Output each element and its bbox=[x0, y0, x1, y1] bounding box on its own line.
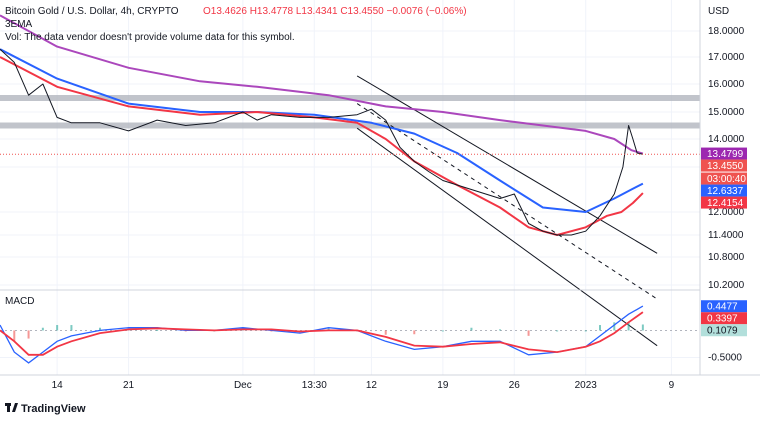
macd-histogram-bar bbox=[441, 330, 444, 332]
tradingview-wordmark: TradingView bbox=[21, 403, 86, 415]
macd-tick-label: -0.5000 bbox=[708, 352, 742, 363]
macd-histogram-bar bbox=[627, 322, 630, 331]
macd-histogram-bar bbox=[384, 330, 387, 335]
price-tick-label: 10.8000 bbox=[708, 252, 745, 263]
macd-histogram-bar bbox=[641, 324, 644, 331]
price-label-box bbox=[701, 196, 747, 209]
price-series bbox=[0, 14, 644, 236]
price-tick-label: 12.0000 bbox=[708, 207, 745, 218]
macd-label-box bbox=[701, 300, 747, 313]
macd-histogram-bar bbox=[499, 329, 501, 331]
channel-line-mid[interactable] bbox=[356, 103, 658, 300]
ema-line bbox=[0, 14, 644, 155]
indicator-label[interactable]: 3EMA bbox=[5, 19, 33, 30]
price-tick-label: 17.0000 bbox=[708, 52, 745, 63]
macd-histogram-bar bbox=[599, 325, 601, 331]
macd-histogram-bar bbox=[556, 330, 559, 332]
price-label-text: 12.4154 bbox=[707, 198, 744, 209]
macd-histogram-bar bbox=[41, 327, 44, 331]
macd-histogram-bar bbox=[527, 330, 530, 336]
price-grid bbox=[0, 0, 700, 375]
price-pane-background bbox=[0, 0, 700, 290]
time-tick-label: 13:30 bbox=[302, 380, 327, 391]
price-label-text: 12.6337 bbox=[707, 186, 744, 197]
macd-label-box bbox=[701, 324, 747, 337]
macd-histogram-bar bbox=[470, 327, 473, 331]
channel-line-lower[interactable] bbox=[356, 127, 658, 347]
macd-histogram-bar bbox=[70, 325, 73, 331]
macd-title[interactable]: MACD bbox=[5, 296, 34, 307]
price-label-box bbox=[701, 184, 747, 197]
price-line bbox=[0, 48, 644, 236]
time-tick-label: 21 bbox=[123, 380, 135, 391]
macd-histogram-bar bbox=[584, 330, 587, 332]
currency-label[interactable]: USD bbox=[708, 6, 729, 17]
price-tick-label: 10.2000 bbox=[708, 280, 745, 291]
resistance-bands bbox=[0, 95, 700, 129]
price-label-text: 13.4799 bbox=[707, 149, 744, 160]
price-label-box bbox=[701, 172, 747, 185]
macd-histogram-bar bbox=[99, 327, 101, 331]
price-tick-label: 16.0000 bbox=[708, 79, 745, 90]
volume-note: Vol: The data vendor doesn't provide vol… bbox=[5, 32, 295, 43]
tradingview-logo[interactable]: TradingView bbox=[5, 403, 86, 415]
price-tick-label: 11.4000 bbox=[708, 230, 744, 241]
ema-line bbox=[0, 48, 644, 213]
time-tick-label: 12 bbox=[366, 380, 378, 391]
time-tick-label: 26 bbox=[509, 380, 521, 391]
time-tick-label: Dec bbox=[234, 380, 252, 391]
macd-signal-line bbox=[0, 311, 644, 356]
macd-histogram-bar bbox=[613, 322, 616, 331]
resistance-band[interactable] bbox=[0, 122, 700, 129]
macd-histogram-bar bbox=[156, 329, 159, 331]
tradingview-icon bbox=[5, 403, 18, 412]
price-label-text: 13.4550 bbox=[707, 161, 744, 172]
price-label-box bbox=[701, 159, 747, 172]
macd-label-text: 0.3397 bbox=[707, 314, 738, 325]
price-pane[interactable] bbox=[0, 0, 700, 375]
symbol-title[interactable]: Bitcoin Gold / U.S. Dollar, 4h, CRYPTO bbox=[5, 6, 179, 17]
macd-label-text: 0.4477 bbox=[707, 302, 738, 313]
macd-histogram-bar bbox=[56, 325, 59, 331]
macd-axis[interactable]: -0.5000 bbox=[708, 352, 742, 363]
price-label-text: 03:00:40 bbox=[707, 174, 746, 185]
macd-histogram-bar bbox=[13, 330, 16, 342]
ema-line bbox=[0, 56, 644, 236]
channel-line-upper[interactable] bbox=[356, 75, 658, 254]
time-tick-label: 19 bbox=[437, 380, 449, 391]
time-tick-label: 14 bbox=[52, 380, 64, 391]
macd-label-box bbox=[701, 312, 747, 325]
price-tick-label: 15.0000 bbox=[708, 107, 745, 118]
macd-histogram-bar bbox=[27, 330, 30, 339]
macd-label-text: 0.1079 bbox=[707, 326, 738, 337]
time-axis[interactable]: 14 21 Dec 13:30 12 19 26 2023 9 bbox=[52, 380, 675, 391]
macd-histogram-bar bbox=[327, 327, 330, 331]
macd-histogram-bar bbox=[413, 330, 416, 335]
time-tick-label: 2023 bbox=[575, 380, 598, 391]
time-tick-label: 9 bbox=[669, 380, 675, 391]
price-tick-label: 14.0000 bbox=[708, 134, 745, 145]
macd-pane[interactable] bbox=[0, 305, 700, 364]
macd-series bbox=[0, 305, 644, 364]
channel-lines[interactable] bbox=[356, 75, 658, 347]
resistance-band[interactable] bbox=[0, 95, 700, 101]
ohlc-values: O13.4626 H13.4778 L13.4341 C13.4550 −0.0… bbox=[203, 6, 467, 17]
price-tick-label: 18.0000 bbox=[708, 26, 745, 37]
price-label-box bbox=[701, 147, 747, 160]
